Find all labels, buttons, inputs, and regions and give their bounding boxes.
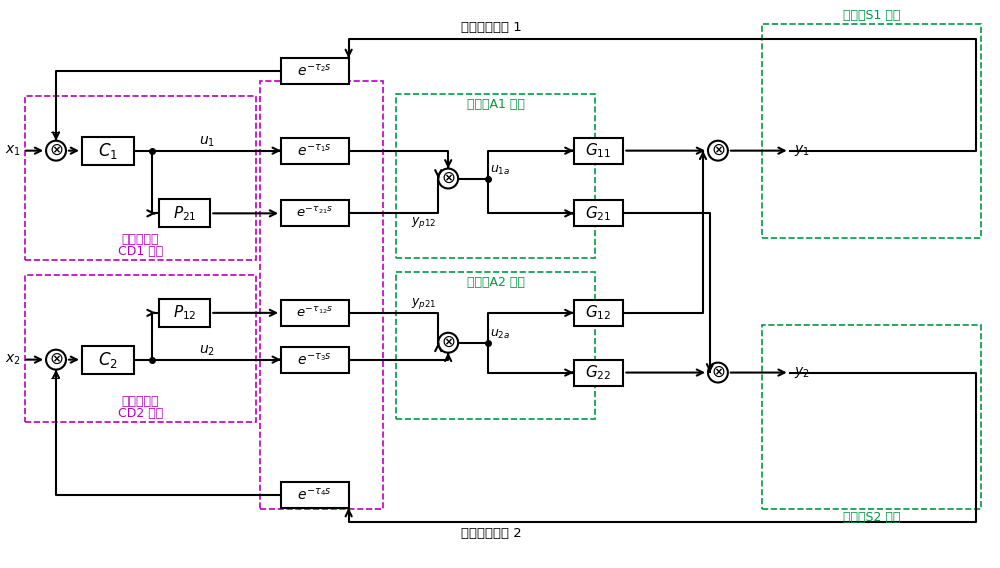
Text: $u_{2a}$: $u_{2a}$ (490, 328, 510, 341)
Text: 网络: 网络 (314, 494, 329, 507)
Bar (159, 199, 210, 227)
Text: $u_{1a}$: $u_{1a}$ (490, 164, 510, 177)
Bar (574, 300, 623, 326)
Bar (281, 137, 349, 164)
Text: $C_1$: $C_1$ (98, 141, 118, 161)
Text: $P_{21}$: $P_{21}$ (173, 204, 196, 223)
Circle shape (708, 141, 728, 161)
Text: $\otimes$: $\otimes$ (711, 363, 725, 381)
Circle shape (46, 141, 66, 161)
Text: $C_2$: $C_2$ (98, 350, 118, 370)
Text: 控制解耦器: 控制解耦器 (122, 233, 159, 246)
Bar (82, 346, 134, 374)
Text: CD1 节点: CD1 节点 (118, 245, 163, 258)
Text: $e^{-\tau_1 s}$: $e^{-\tau_1 s}$ (297, 143, 332, 158)
Text: $y_1$: $y_1$ (794, 143, 809, 158)
Bar (281, 346, 349, 373)
Bar (25, 96, 256, 260)
Text: $\otimes$: $\otimes$ (441, 169, 455, 187)
Text: $G_{12}$: $G_{12}$ (585, 303, 612, 322)
Text: $-$: $-$ (49, 126, 61, 139)
Text: $y_{p21}$: $y_{p21}$ (411, 296, 436, 311)
Text: $e^{-\tau_{21} s}$: $e^{-\tau_{21} s}$ (296, 206, 333, 220)
Text: 执行器A1 节点: 执行器A1 节点 (467, 98, 525, 111)
Text: $u_2$: $u_2$ (199, 343, 215, 358)
Text: $\otimes$: $\otimes$ (49, 350, 63, 368)
Bar (260, 81, 383, 509)
Circle shape (46, 350, 66, 370)
Text: $u_1$: $u_1$ (199, 134, 215, 149)
Text: $x_1$: $x_1$ (5, 144, 21, 158)
Text: $x_2$: $x_2$ (5, 352, 21, 367)
Bar (281, 58, 349, 84)
Text: 闭环控制回路 1: 闭环控制回路 1 (461, 21, 521, 34)
Text: $\otimes$: $\otimes$ (49, 141, 63, 159)
Circle shape (438, 169, 458, 189)
Bar (574, 360, 623, 386)
Text: $e^{-\tau_4 s}$: $e^{-\tau_4 s}$ (297, 487, 332, 503)
Text: 控制解耦器: 控制解耦器 (122, 395, 159, 408)
Text: $\otimes$: $\otimes$ (441, 333, 455, 351)
Bar (159, 299, 210, 327)
Text: $e^{-\tau_3 s}$: $e^{-\tau_3 s}$ (297, 352, 332, 367)
Bar (396, 272, 595, 419)
Bar (574, 201, 623, 226)
Text: $y_{p12}$: $y_{p12}$ (411, 215, 436, 231)
Bar (82, 137, 134, 165)
Text: 传感器S1 节点: 传感器S1 节点 (843, 9, 900, 22)
Text: $G_{11}$: $G_{11}$ (585, 141, 612, 160)
Text: $y_2$: $y_2$ (794, 365, 809, 380)
Text: 闭环控制回路 2: 闭环控制回路 2 (461, 527, 521, 540)
Bar (25, 275, 256, 423)
Bar (396, 94, 595, 258)
Bar (281, 482, 349, 508)
Text: 传感器S2 节点: 传感器S2 节点 (843, 511, 900, 524)
Text: CD2 节点: CD2 节点 (118, 407, 163, 420)
Circle shape (708, 362, 728, 382)
Text: $\otimes$: $\otimes$ (711, 141, 725, 159)
Circle shape (438, 333, 458, 353)
Text: $G_{21}$: $G_{21}$ (585, 204, 612, 223)
Text: 执行器A2 节点: 执行器A2 节点 (467, 276, 525, 289)
Bar (281, 300, 349, 326)
Text: $e^{-\tau_2 s}$: $e^{-\tau_2 s}$ (297, 63, 332, 79)
Text: $-$: $-$ (49, 371, 61, 385)
Bar (281, 201, 349, 226)
Text: $e^{-\tau_{12} s}$: $e^{-\tau_{12} s}$ (296, 306, 333, 320)
Bar (762, 325, 981, 509)
Bar (574, 137, 623, 164)
Bar (762, 24, 981, 238)
Text: $G_{22}$: $G_{22}$ (585, 363, 612, 382)
Text: $P_{12}$: $P_{12}$ (173, 303, 196, 322)
